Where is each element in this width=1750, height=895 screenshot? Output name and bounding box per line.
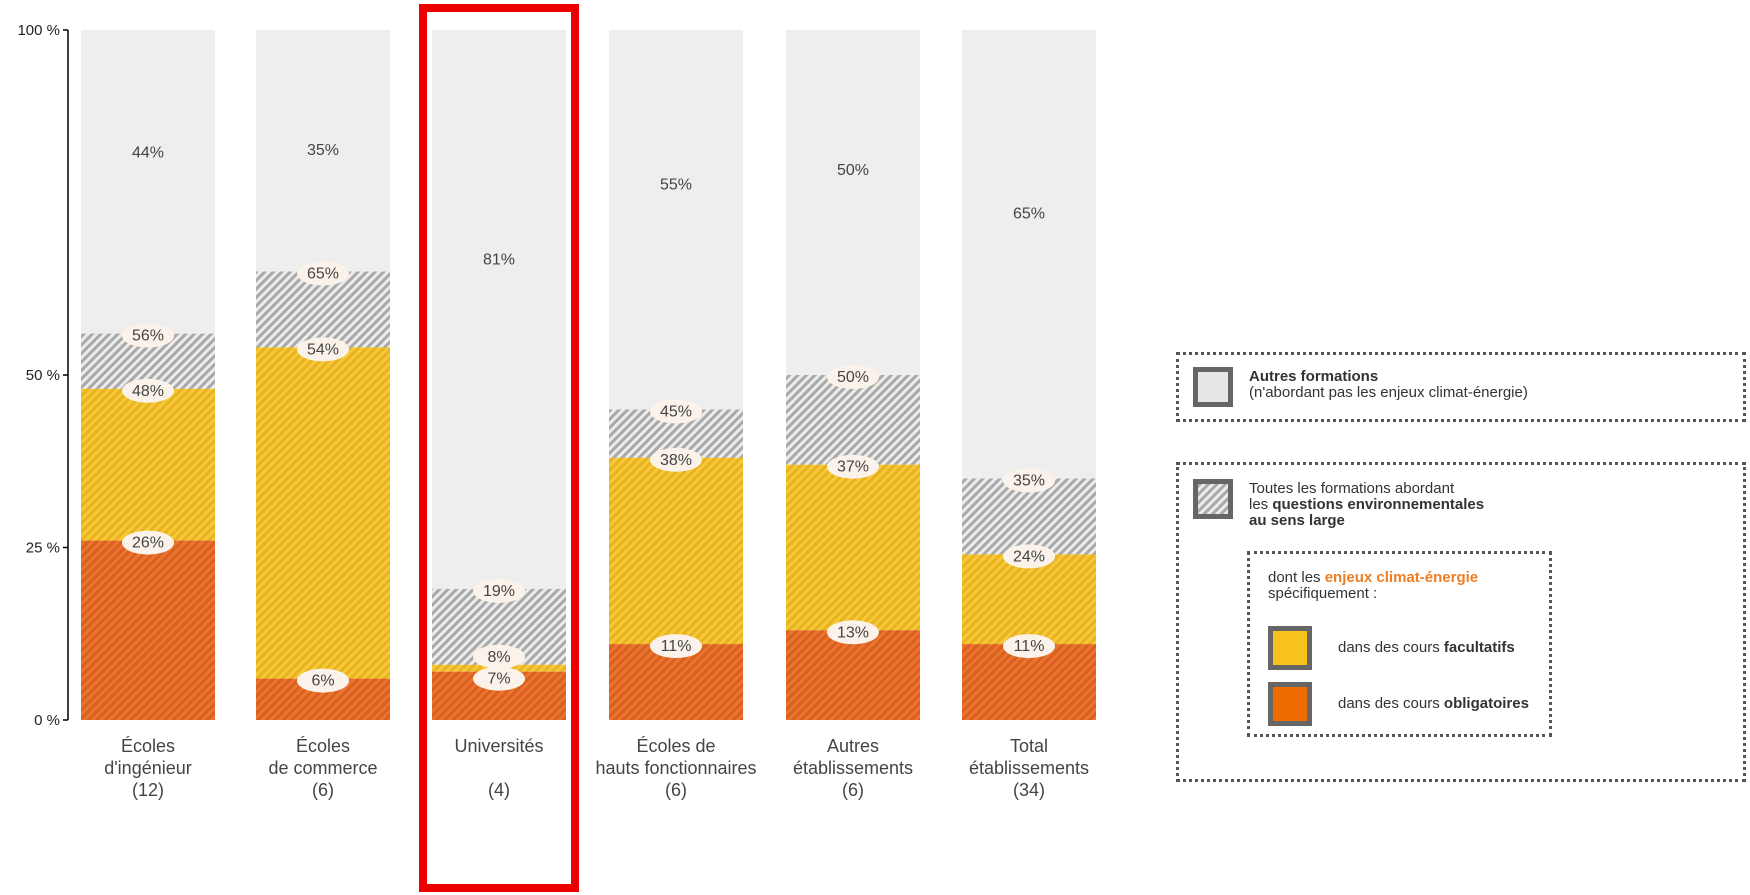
value-label-bg <box>122 530 174 555</box>
bar-facultatifs <box>81 388 215 541</box>
legend-clim-line2: spécifiquement : <box>1268 585 1378 602</box>
legend-clim-orange: enjeux climat-énergie <box>1324 569 1479 586</box>
bar-facultatifs <box>609 457 743 645</box>
value-label-bg <box>1003 634 1055 659</box>
value-label-bg <box>297 261 349 286</box>
value-label: 50% <box>837 369 869 386</box>
value-label-bg <box>473 578 525 603</box>
value-label: 56% <box>132 328 164 345</box>
value-label-autres: 81% <box>483 252 515 269</box>
bar-facultatifs <box>786 464 920 631</box>
value-label-bg <box>1003 468 1055 493</box>
legend-env-line3: au sens large <box>1249 512 1345 529</box>
legend-fac-bold: facultatifs <box>1443 639 1515 656</box>
legend-obl-pre: dans des cours <box>1338 695 1444 712</box>
value-label-bg <box>297 337 349 362</box>
legend-climat-energie: dont les enjeux climat-énergie spécifiqu… <box>1247 551 1552 737</box>
value-label: 19% <box>483 583 515 600</box>
value-label-bg <box>827 620 879 645</box>
value-label-autres: 50% <box>837 162 869 179</box>
value-label: 65% <box>307 266 339 283</box>
legend-env-line1: Toutes les formations abordant <box>1249 480 1455 497</box>
value-label: 11% <box>661 638 692 655</box>
category-label-line1: Écoles <box>296 736 350 756</box>
value-label: 7% <box>487 671 510 688</box>
swatch-obligatoires <box>1268 682 1312 726</box>
value-label: 26% <box>132 535 164 552</box>
legend-obl-bold: obligatoires <box>1443 695 1529 712</box>
legend-autres-title: Autres formations <box>1249 368 1379 385</box>
legend-autres-sub: (n'abordant pas les enjeux climat-énergi… <box>1249 384 1528 401</box>
category-label-line1: Total <box>1010 736 1048 756</box>
category-label-count: (34) <box>1013 780 1045 800</box>
y-tick-label: 100 % <box>17 22 60 39</box>
value-label: 37% <box>837 459 869 476</box>
value-label-bg <box>122 378 174 403</box>
category-label-line1: Écoles <box>121 736 175 756</box>
category-label-line2: établissements <box>969 758 1089 778</box>
y-axis: 100 % 50 % 25 % 0 % <box>17 22 69 729</box>
category-label-line2: hauts fonctionnaires <box>595 758 756 778</box>
category-label-line1: Écoles de <box>636 736 715 756</box>
value-label: 38% <box>660 452 692 469</box>
value-label-bg <box>473 666 525 691</box>
value-label-autres: 44% <box>132 145 164 162</box>
value-label: 13% <box>837 624 869 641</box>
y-tick-label: 25 % <box>26 540 60 557</box>
bar-obligatoires <box>81 540 215 720</box>
category-label-count: (6) <box>842 780 864 800</box>
value-label: 24% <box>1013 548 1045 565</box>
value-label-bg <box>473 644 525 669</box>
category-label-line2: d'ingénieur <box>104 758 192 778</box>
value-label: 35% <box>1013 473 1045 490</box>
value-label: 11% <box>1014 638 1045 655</box>
legend-fac-pre: dans des cours <box>1338 639 1444 656</box>
value-label-autres: 35% <box>307 142 339 159</box>
category-label-line2: de commerce <box>268 758 377 778</box>
bar-facultatifs <box>256 347 390 679</box>
value-label-bg <box>650 634 702 659</box>
value-label-autres: 55% <box>660 176 692 193</box>
category-label-count: (12) <box>132 780 164 800</box>
category-label-count: (6) <box>665 780 687 800</box>
bar-obligatoires <box>786 630 920 720</box>
value-label-bg <box>122 323 174 348</box>
swatch-environnement <box>1193 479 1233 519</box>
highlight-frame <box>419 4 579 892</box>
legend-env-line2-bold: questions environnementales <box>1272 496 1485 513</box>
value-label: 8% <box>487 649 510 666</box>
value-labels: 44% 56% 48% 26% 35% 65% 54% 6% 81% 19% 8% 7% 55% 45% 3… <box>122 142 1055 693</box>
value-label-bg <box>827 365 879 389</box>
legend-autres: Autres formations (n'abordant pas les en… <box>1176 352 1746 422</box>
legend-env-line2-pre: les <box>1249 496 1273 513</box>
bar-environnement <box>786 375 920 465</box>
bar-facultatifs <box>962 554 1096 645</box>
value-label: 6% <box>311 673 334 690</box>
value-label-bg <box>827 454 879 479</box>
y-tick-label: 0 % <box>34 712 60 729</box>
category-label-line1: Universités <box>454 736 543 756</box>
bars <box>81 4 1096 892</box>
category-label-line2: établissements <box>793 758 913 778</box>
legend-clim-pre: dont les <box>1268 569 1325 586</box>
value-label-bg <box>650 447 702 472</box>
value-label-bg <box>1003 544 1055 569</box>
value-label: 45% <box>660 404 692 421</box>
swatch-facultatifs <box>1268 626 1312 670</box>
category-label-count: (6) <box>312 780 334 800</box>
value-label-autres: 65% <box>1013 205 1045 222</box>
swatch-autres <box>1193 367 1233 407</box>
value-label: 54% <box>307 341 339 358</box>
legend-environnement: Toutes les formations abordant les quest… <box>1176 462 1746 782</box>
value-label-bg <box>650 399 702 424</box>
category-label-line1: Autres <box>827 736 879 756</box>
value-label: 48% <box>132 383 164 400</box>
y-tick-label: 50 % <box>26 367 60 384</box>
value-label-bg <box>297 668 349 693</box>
category-label-count: (4) <box>488 780 510 800</box>
